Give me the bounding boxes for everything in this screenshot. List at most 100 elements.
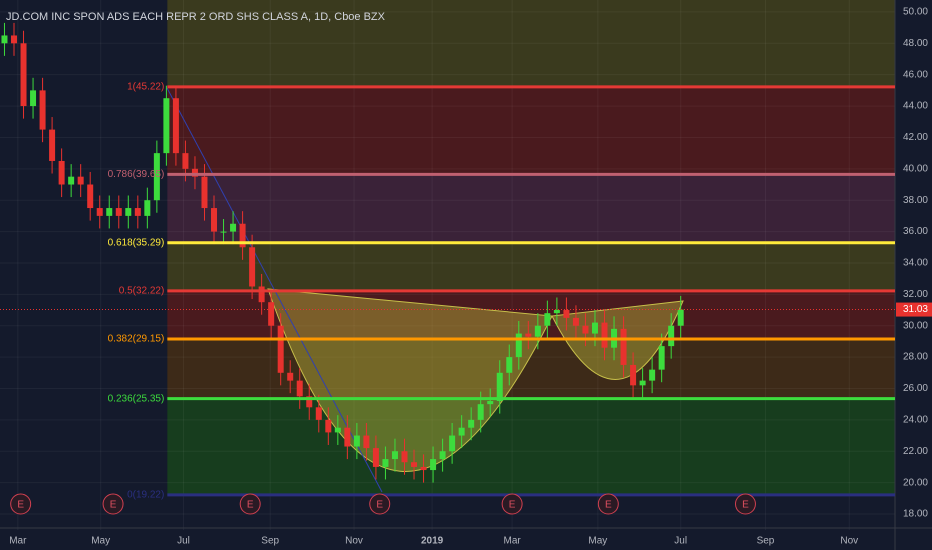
candle-body — [20, 43, 27, 107]
last-price-tag — [896, 302, 932, 317]
x-tick-label: Jul — [177, 536, 190, 547]
candle-body — [172, 98, 179, 154]
candle-body — [39, 90, 46, 130]
event-marker — [10, 493, 32, 515]
fib-zone — [167, 86, 896, 175]
candle-body — [30, 90, 37, 107]
fib-label: 0.618(35.29) — [108, 237, 165, 248]
candle-body — [496, 372, 503, 402]
candle-body — [544, 313, 551, 326]
fib-label: 0.236(25.35) — [108, 393, 165, 404]
x-tick-label: Sep — [757, 536, 775, 547]
candle-body — [182, 153, 189, 169]
candle-body — [458, 427, 465, 436]
candle-body — [134, 208, 141, 216]
candle-body — [525, 333, 532, 337]
candle-body — [468, 419, 475, 428]
y-tick-label: 42.00 — [903, 132, 928, 143]
fib-label: 1(45.22) — [127, 82, 164, 93]
candle-body — [668, 325, 675, 347]
fib-label: 0.786(39.65) — [108, 169, 165, 180]
fib-zones — [0, 0, 896, 530]
candle-body — [1, 35, 8, 44]
candle-body — [211, 208, 218, 232]
fib-zone — [167, 398, 896, 495]
y-tick-label: 32.00 — [903, 289, 928, 300]
candle-body — [115, 208, 122, 216]
candle-body — [68, 176, 75, 185]
candle-body — [344, 427, 351, 447]
y-tick-label: 38.00 — [903, 195, 928, 206]
candle-body — [630, 364, 637, 386]
y-tick-label: 50.00 — [903, 7, 928, 18]
event-marker — [597, 493, 619, 515]
candle-body — [515, 333, 522, 358]
candle-body — [239, 223, 246, 248]
candle-body — [477, 404, 484, 420]
event-label: E — [605, 500, 612, 511]
candle-body — [411, 462, 418, 467]
candle-body — [430, 459, 437, 471]
y-tick-label: 44.00 — [903, 101, 928, 112]
candle-body — [163, 98, 170, 154]
y-tick-label: 22.00 — [903, 446, 928, 457]
event-marker — [369, 493, 391, 515]
y-tick-label: 18.00 — [903, 509, 928, 520]
x-tick-label: Nov — [840, 536, 858, 547]
candle-body — [315, 407, 322, 420]
event-marker — [239, 493, 261, 515]
candle-body — [620, 328, 627, 365]
candle-body — [449, 435, 456, 452]
x-tick-label: Jul — [674, 536, 687, 547]
candle-body — [572, 317, 579, 326]
fib-label: 0(19.22) — [127, 489, 164, 500]
candle-body — [87, 184, 94, 209]
candle-body — [591, 322, 598, 334]
event-marker — [501, 493, 523, 515]
candle-body — [534, 325, 541, 337]
fib-zone — [167, 0, 896, 87]
candle-body — [77, 176, 84, 185]
candle-body — [277, 325, 284, 373]
candle-body — [382, 459, 389, 467]
chart-title: JD.COM INC SPON ADS EACH REPR 2 ORD SHS … — [6, 11, 386, 23]
candle-body — [230, 223, 237, 232]
x-tick-label: Sep — [261, 536, 279, 547]
y-tick-label: 24.00 — [903, 414, 928, 425]
fib-zone — [167, 339, 896, 399]
plot — [1, 22, 684, 483]
fib-label: 0.382(29.15) — [108, 334, 165, 345]
candle-body — [487, 401, 494, 405]
x-tick-label: Mar — [504, 536, 522, 547]
candle-body — [268, 302, 275, 326]
candle-body — [306, 396, 313, 408]
candle-body — [220, 231, 227, 233]
candle-body — [363, 435, 370, 449]
fib-zone — [167, 290, 896, 340]
event-marker — [734, 493, 756, 515]
candle-body — [420, 466, 427, 471]
y-tick-label: 36.00 — [903, 226, 928, 237]
candle-body — [506, 357, 513, 373]
candle-body — [401, 451, 408, 463]
candle-body — [391, 451, 398, 460]
candle-body — [11, 35, 18, 44]
fib-zone — [167, 242, 896, 291]
candle-body — [201, 176, 208, 209]
candle-body — [553, 310, 560, 314]
y-tick-label: 46.00 — [903, 69, 928, 80]
candle-body — [106, 208, 113, 216]
event-label: E — [742, 500, 749, 511]
y-tick-label: 28.00 — [903, 352, 928, 363]
candle-body — [658, 346, 665, 370]
candle-body — [296, 380, 303, 397]
event-label: E — [376, 500, 383, 511]
candle-body — [49, 129, 56, 161]
last-price-label: 31.03 — [903, 304, 928, 315]
candle-body — [191, 168, 198, 177]
event-label: E — [17, 500, 24, 511]
x-tick-label: Nov — [345, 536, 363, 547]
candle-body — [601, 322, 608, 348]
candle-body — [58, 160, 65, 185]
